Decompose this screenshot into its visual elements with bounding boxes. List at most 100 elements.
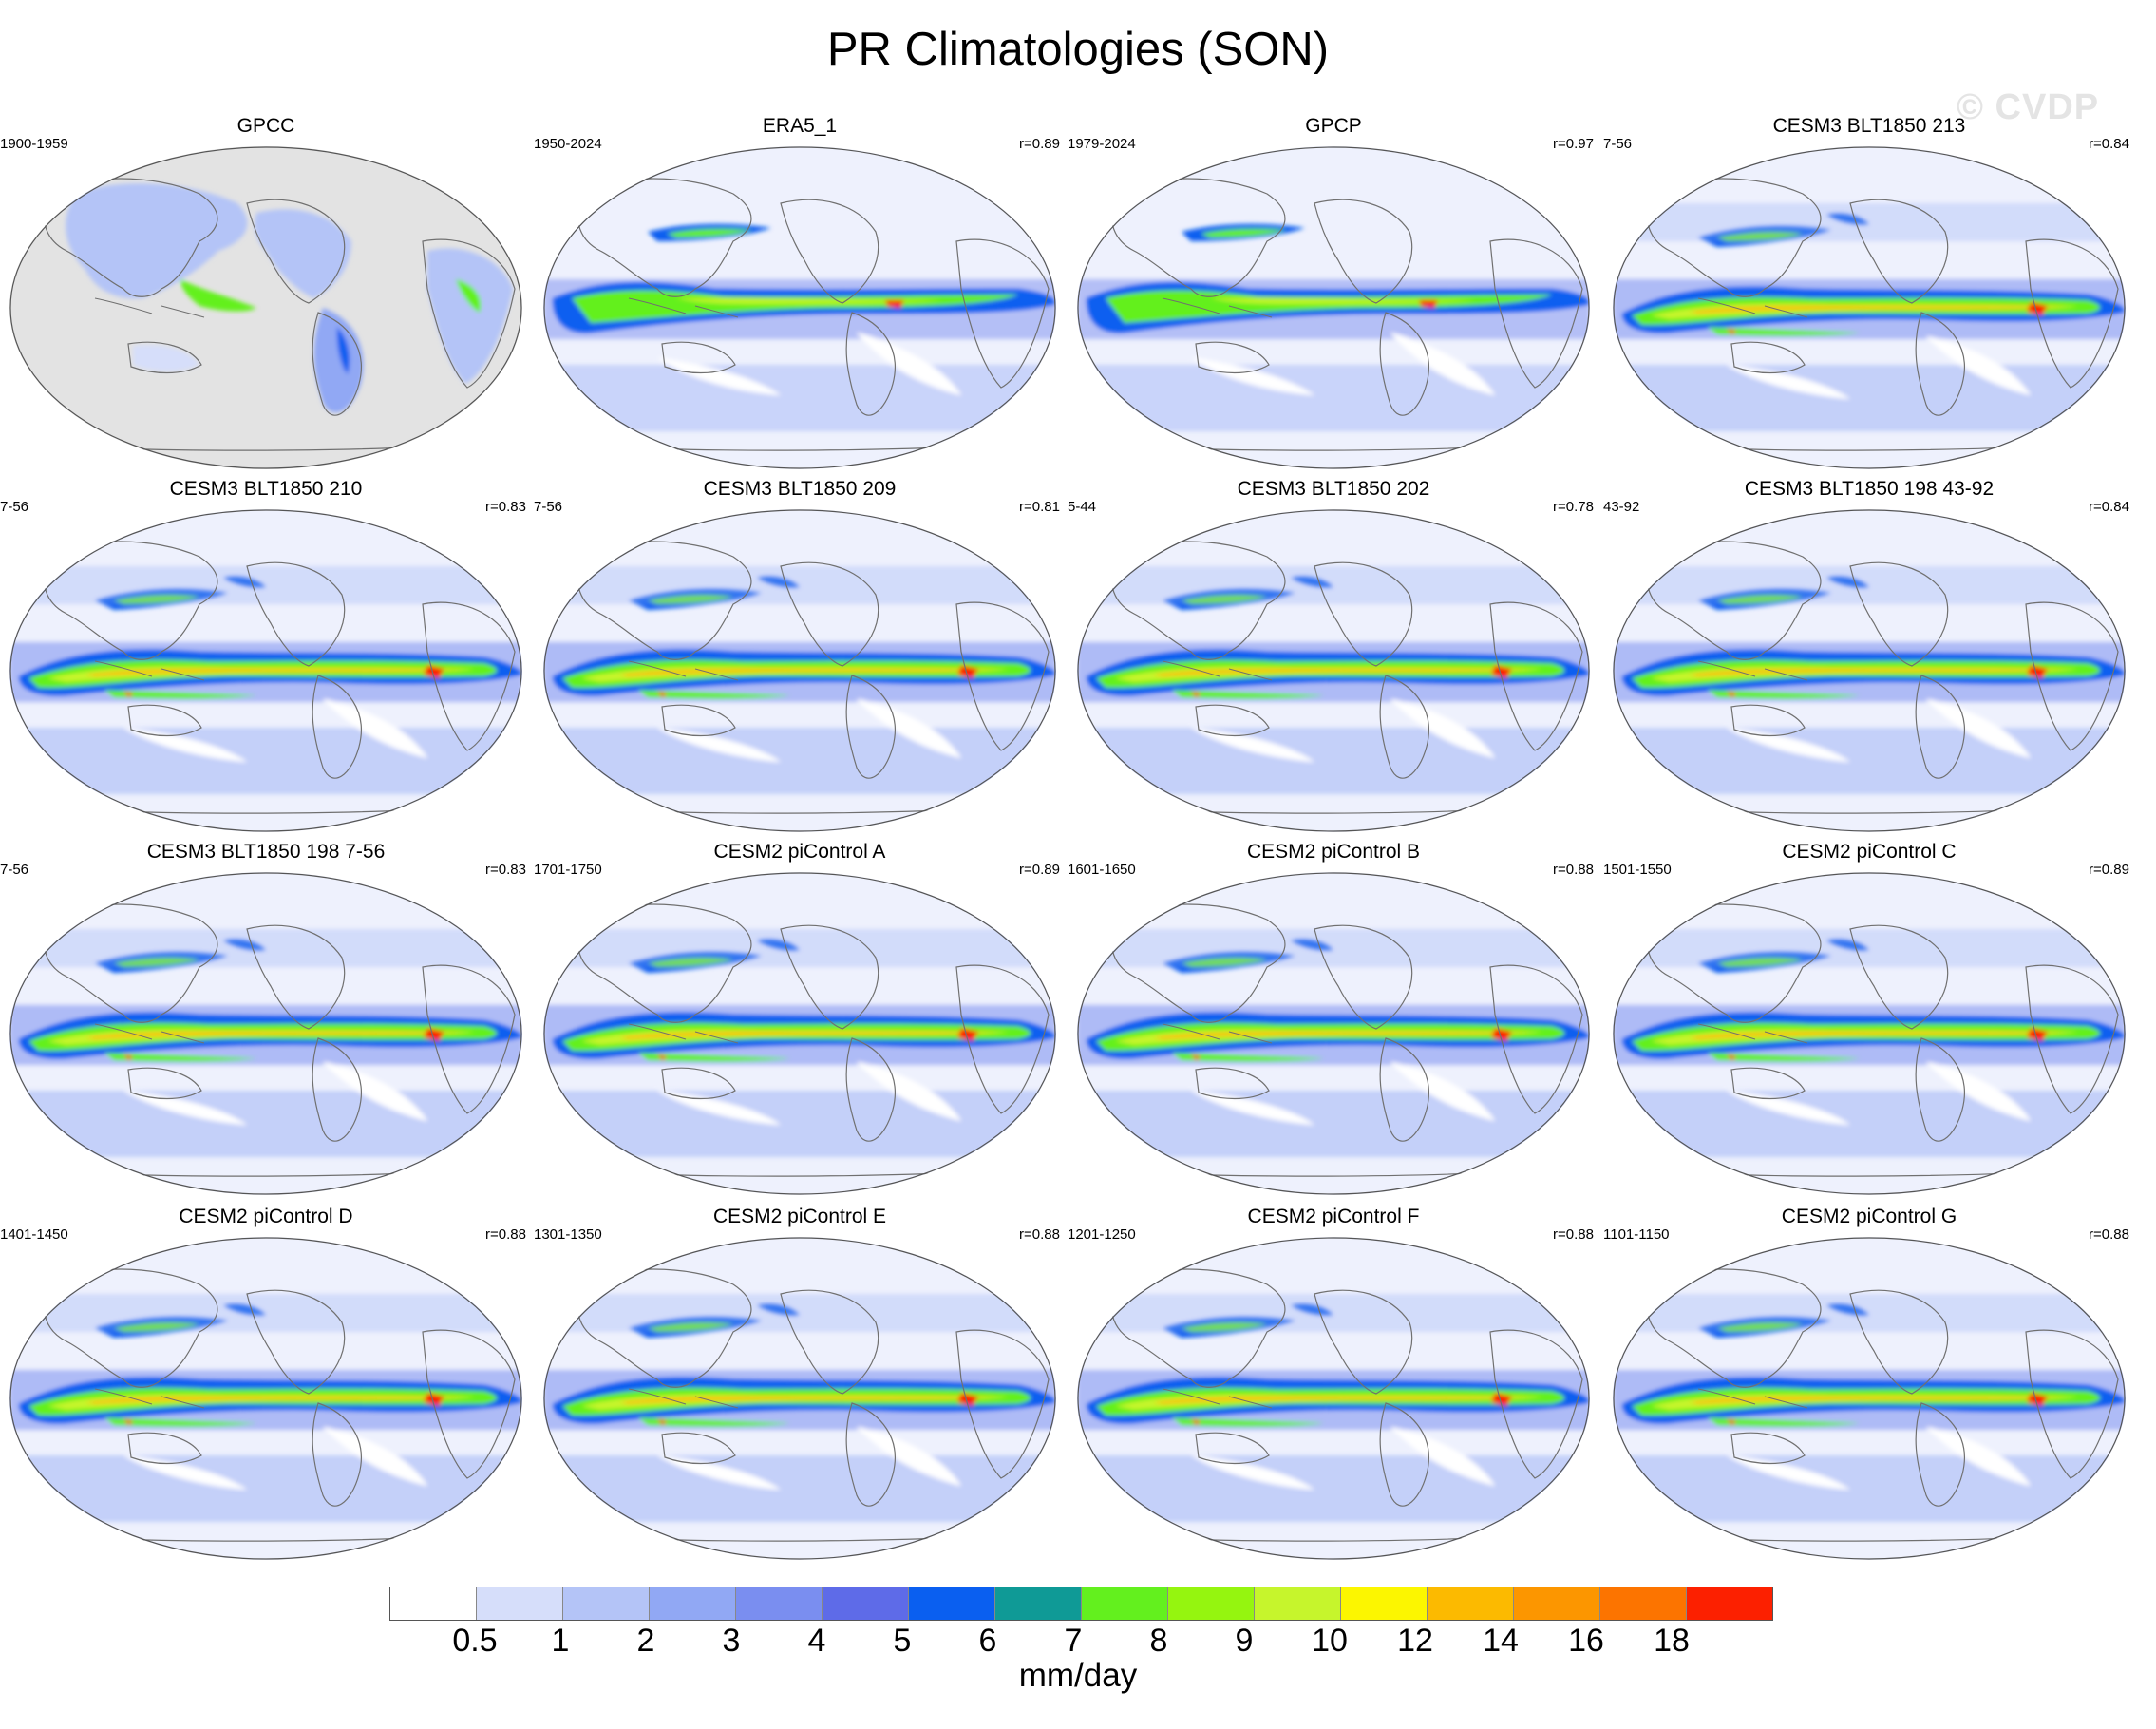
panel-years: 7-56 xyxy=(0,862,29,878)
panel-title: CESM2 piControl E xyxy=(712,1206,887,1227)
panel-title: CESM2 piControl B xyxy=(1246,841,1421,863)
panel-title: ERA5_1 xyxy=(762,115,838,137)
colorbar-tick-label: 3 xyxy=(722,1623,741,1659)
panel-correlation: r=0.84 xyxy=(2089,136,2129,152)
panel-correlation: r=0.88 xyxy=(2089,1226,2129,1243)
panel-correlation: r=0.89 xyxy=(2089,862,2129,878)
panel-title: CESM3 BLT1850 209 xyxy=(703,478,897,500)
panel-title: GPCP xyxy=(1305,115,1362,137)
panel-years: 1950-2024 xyxy=(534,136,602,152)
panel-years: 1301-1350 xyxy=(534,1226,602,1243)
panel-title: CESM2 piControl F xyxy=(1247,1206,1420,1227)
map-panel: CESM2 piControl B 1601-1650 r=0.88 xyxy=(1068,840,1599,1201)
panel-years: 1401-1450 xyxy=(0,1226,68,1243)
panel-years: 1601-1650 xyxy=(1068,862,1136,878)
colorbar-tick-label: 18 xyxy=(1654,1623,1690,1659)
colorbar-swatch xyxy=(1081,1587,1167,1620)
panel-years: 7-56 xyxy=(0,499,29,515)
map-panel: CESM3 BLT1850 213 7-56 r=0.84 xyxy=(1603,114,2135,475)
colorbar-swatch xyxy=(562,1587,649,1620)
panel-title: CESM3 BLT1850 210 xyxy=(169,478,363,500)
colorbar-swatch xyxy=(476,1587,562,1620)
colorbar-tick-label: 16 xyxy=(1568,1623,1604,1659)
map-panel: CESM3 BLT1850 198 7-56 7-56 r=0.83 xyxy=(0,840,532,1201)
precip-map xyxy=(543,872,1056,1195)
colorbar-tick-label: 14 xyxy=(1483,1623,1519,1659)
map-panel: CESM3 BLT1850 209 7-56 r=0.81 xyxy=(534,477,1066,838)
map-panel: CESM2 piControl F 1201-1250 r=0.88 xyxy=(1068,1205,1599,1566)
colorbar xyxy=(389,1586,1773,1621)
colorbar-swatch xyxy=(908,1587,994,1620)
panel-title: CESM2 piControl D xyxy=(179,1206,353,1227)
panel-correlation: r=0.88 xyxy=(1553,1226,1594,1243)
colorbar-units: mm/day xyxy=(1018,1657,1138,1694)
precip-map xyxy=(1077,509,1590,832)
colorbar-tick-label: 6 xyxy=(978,1623,997,1659)
panel-correlation: r=0.88 xyxy=(1553,862,1594,878)
map-panel: CESM2 piControl D 1401-1450 r=0.88 xyxy=(0,1205,532,1566)
panel-years: 1900-1959 xyxy=(0,136,68,152)
colorbar-tick-label: 1 xyxy=(551,1623,570,1659)
colorbar-tick-label: 4 xyxy=(807,1623,826,1659)
panel-years: 7-56 xyxy=(534,499,563,515)
panel-title: CESM2 piControl A xyxy=(713,841,886,863)
panel-title: CESM2 piControl C xyxy=(1782,841,1957,863)
colorbar-swatch xyxy=(1686,1587,1772,1620)
precip-map xyxy=(9,509,522,832)
page-title: PR Climatologies (SON) xyxy=(826,24,1330,75)
map-panel: CESM3 BLT1850 198 43-92 43-92 r=0.84 xyxy=(1603,477,2135,838)
colorbar-swatch xyxy=(1340,1587,1427,1620)
panel-correlation: r=0.81 xyxy=(1019,499,1060,515)
colorbar-tick-label: 9 xyxy=(1235,1623,1254,1659)
panel-title: GPCC xyxy=(236,115,295,137)
panel-years: 1201-1250 xyxy=(1068,1226,1136,1243)
panel-correlation: r=0.89 xyxy=(1019,136,1060,152)
colorbar-tick-label: 12 xyxy=(1397,1623,1433,1659)
precip-map xyxy=(1613,509,2126,832)
panel-title: CESM3 BLT1850 198 43-92 xyxy=(1744,478,1995,500)
map-panel: CESM2 piControl C 1501-1550 r=0.89 xyxy=(1603,840,2135,1201)
panel-correlation: r=0.83 xyxy=(485,862,526,878)
colorbar-tick-label: 0.5 xyxy=(452,1623,498,1659)
map-panel: CESM2 piControl A 1701-1750 r=0.89 xyxy=(534,840,1066,1201)
panel-years: 7-56 xyxy=(1603,136,1633,152)
panel-title: CESM3 BLT1850 213 xyxy=(1772,115,1966,137)
precip-map xyxy=(1613,146,2126,469)
map-panel: CESM2 piControl G 1101-1150 r=0.88 xyxy=(1603,1205,2135,1566)
colorbar-swatch xyxy=(822,1587,908,1620)
colorbar-swatch xyxy=(390,1587,476,1620)
colorbar-swatch xyxy=(1513,1587,1599,1620)
colorbar-swatch xyxy=(649,1587,735,1620)
precip-map xyxy=(543,509,1056,832)
precip-map xyxy=(1613,872,2126,1195)
panel-correlation: r=0.78 xyxy=(1553,499,1594,515)
colorbar-swatch xyxy=(1427,1587,1513,1620)
copyright-watermark: © CVDP xyxy=(1957,87,2100,127)
precip-map xyxy=(9,1237,522,1560)
panel-title: CESM3 BLT1850 198 7-56 xyxy=(146,841,386,863)
panel-years: 43-92 xyxy=(1603,499,1640,515)
precip-map xyxy=(1077,146,1590,469)
panel-title: CESM2 piControl G xyxy=(1781,1206,1957,1227)
panel-correlation: r=0.83 xyxy=(485,499,526,515)
panel-correlation: r=0.88 xyxy=(485,1226,526,1243)
panel-years: 1979-2024 xyxy=(1068,136,1136,152)
map-panel: CESM3 BLT1850 210 7-56 r=0.83 xyxy=(0,477,532,838)
precip-map xyxy=(1613,1237,2126,1560)
precip-map xyxy=(9,872,522,1195)
colorbar-swatch xyxy=(1167,1587,1254,1620)
panel-years: 1501-1550 xyxy=(1603,862,1672,878)
panel-correlation: r=0.84 xyxy=(2089,499,2129,515)
precip-map xyxy=(9,146,522,469)
precip-map xyxy=(1077,872,1590,1195)
map-panel: GPCP 1979-2024 r=0.97 xyxy=(1068,114,1599,475)
panel-years: 1101-1150 xyxy=(1603,1226,1670,1243)
colorbar-swatch xyxy=(1599,1587,1686,1620)
precip-map xyxy=(543,146,1056,469)
panel-years: 1701-1750 xyxy=(534,862,602,878)
colorbar-tick-label: 2 xyxy=(636,1623,655,1659)
colorbar-tick-label: 10 xyxy=(1312,1623,1348,1659)
precip-map xyxy=(1077,1237,1590,1560)
panel-correlation: r=0.89 xyxy=(1019,862,1060,878)
map-panel: CESM3 BLT1850 202 5-44 r=0.78 xyxy=(1068,477,1599,838)
